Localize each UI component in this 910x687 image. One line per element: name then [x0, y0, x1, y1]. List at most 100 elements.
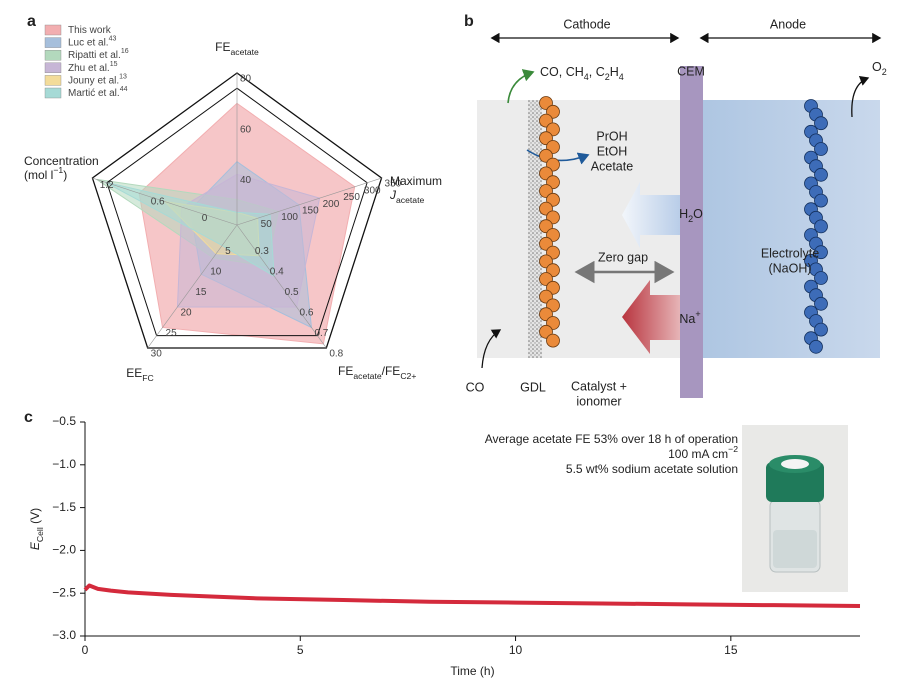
legend-label: Jouny et al.13 [68, 74, 127, 86]
text-part: acetate [396, 195, 424, 205]
radar-tick-label: 0.3 [255, 246, 269, 257]
y-tick-label: −2.5 [52, 585, 76, 599]
text-part: + [695, 309, 700, 319]
radar-spoke [236, 177, 382, 226]
text-part: Cell [35, 527, 45, 542]
panel-label: a [27, 13, 36, 30]
text-part: CO, CH [540, 65, 584, 79]
legend-label: Zhu et al.15 [68, 61, 118, 73]
anode-bead [814, 322, 828, 337]
radar-spoke [92, 177, 238, 226]
radar-tick-label: 60 [240, 124, 252, 135]
diagram-label: Acetate [591, 159, 633, 173]
diagram-label: H2O [679, 207, 703, 224]
text-part: E [28, 541, 42, 550]
x-tick-label: 0 [82, 643, 89, 657]
radar-chart: a406080501001502002503003500.30.40.50.60… [24, 13, 442, 383]
radar-tick-label: 0 [202, 213, 208, 224]
diagram-label: Na+ [679, 309, 700, 326]
text-part: −2 [728, 444, 738, 454]
anode-bead [814, 296, 828, 311]
feed-arrow [481, 329, 502, 369]
vial-liquid [773, 530, 817, 568]
y-tick-label: −3.0 [52, 628, 76, 642]
radar-tick-label: 1.2 [100, 180, 114, 191]
gas-arrow [507, 69, 535, 104]
radar-tick-label: 0.8 [329, 349, 343, 360]
panel-label: c [24, 409, 33, 426]
text-part: ) [63, 168, 67, 182]
text-part: 100 mA cm [668, 447, 728, 461]
text-part: C2+ [400, 371, 416, 381]
text-part: /FE [382, 364, 401, 378]
radar-tick-label: 80 [240, 74, 252, 85]
legend-swatch [44, 50, 62, 61]
radar-tick-label: 300 [364, 185, 381, 196]
x-axis-label: Time (h) [450, 664, 494, 678]
text-part: 4 [619, 72, 624, 82]
cap-septum [781, 459, 809, 469]
axis-label: Maximum [390, 174, 442, 188]
annotation: Average acetate FE 53% over 18 h of oper… [485, 432, 738, 446]
text-part: Concentration [24, 154, 99, 168]
anode-chamber [703, 100, 880, 358]
anode-bead [809, 339, 823, 354]
x-tick-label: 10 [509, 643, 523, 657]
radar-tick-label: 350 [385, 179, 402, 190]
y-tick-label: −0.5 [52, 414, 76, 428]
y-tick-label: −1.5 [52, 500, 76, 514]
axis-label: FEacetate [215, 40, 259, 57]
x-tick-label: 15 [724, 643, 738, 657]
legend-ref: 15 [110, 61, 118, 68]
text-part: Maximum [390, 174, 442, 188]
legend-swatch [44, 87, 62, 99]
legend-label: Luc et al.43 [68, 36, 116, 48]
radar-tick-label: 0.7 [314, 328, 328, 339]
legend-swatch [44, 37, 62, 48]
vial-cap [766, 462, 824, 502]
diagram-label: Cathode [563, 17, 610, 31]
text-part: O [693, 207, 703, 221]
text-part: O [872, 60, 882, 74]
annotation: 5.5 wt% sodium acetate solution [566, 462, 738, 476]
legend-label: Ripatti et al.16 [68, 49, 129, 61]
radar-tick-label: 250 [343, 192, 360, 203]
radar-tick-label: 50 [261, 219, 273, 230]
radar-tick-label: 10 [210, 267, 222, 278]
radar-spoke [147, 224, 238, 349]
text-part: J [389, 188, 397, 202]
axis-label: EEFC [126, 366, 154, 383]
legend-name: Ripatti et al. [68, 50, 121, 61]
radar-frame [91, 72, 383, 349]
text-part: H [610, 65, 619, 79]
legend-label: This work [68, 25, 112, 36]
radar-tick-label: 100 [281, 212, 298, 223]
anode-bead [814, 193, 828, 208]
axis-label: Jacetate [389, 188, 424, 205]
diagram-label: CO, CH4, C2H4 [540, 65, 624, 82]
legend-name: Martić et al. [68, 88, 120, 99]
vial-photo [742, 425, 848, 592]
text-part: H [679, 207, 688, 221]
legend-name: Zhu et al. [68, 62, 110, 73]
radar-tick-label: 15 [195, 287, 207, 298]
radar-tick-label: 0.4 [270, 267, 284, 278]
radar-tick-label: 0.5 [285, 287, 299, 298]
text-part: (mol l [24, 168, 53, 182]
legend-label: Martić et al.44 [68, 86, 128, 98]
diagram-label: Zero gap [598, 250, 648, 264]
diagram-label: Anode [770, 17, 806, 31]
diagram-label: ionomer [576, 394, 621, 408]
anode-bead [814, 219, 828, 234]
axis-label: Concentration [24, 154, 99, 168]
diagram-label: CEM [677, 64, 705, 78]
radar-tick-label: 25 [166, 328, 178, 339]
legend-ref: 16 [121, 49, 129, 56]
radar-tick-label: 40 [240, 175, 252, 186]
sodium-arrow [622, 280, 697, 354]
diagram-label: Catalyst + [571, 379, 627, 393]
